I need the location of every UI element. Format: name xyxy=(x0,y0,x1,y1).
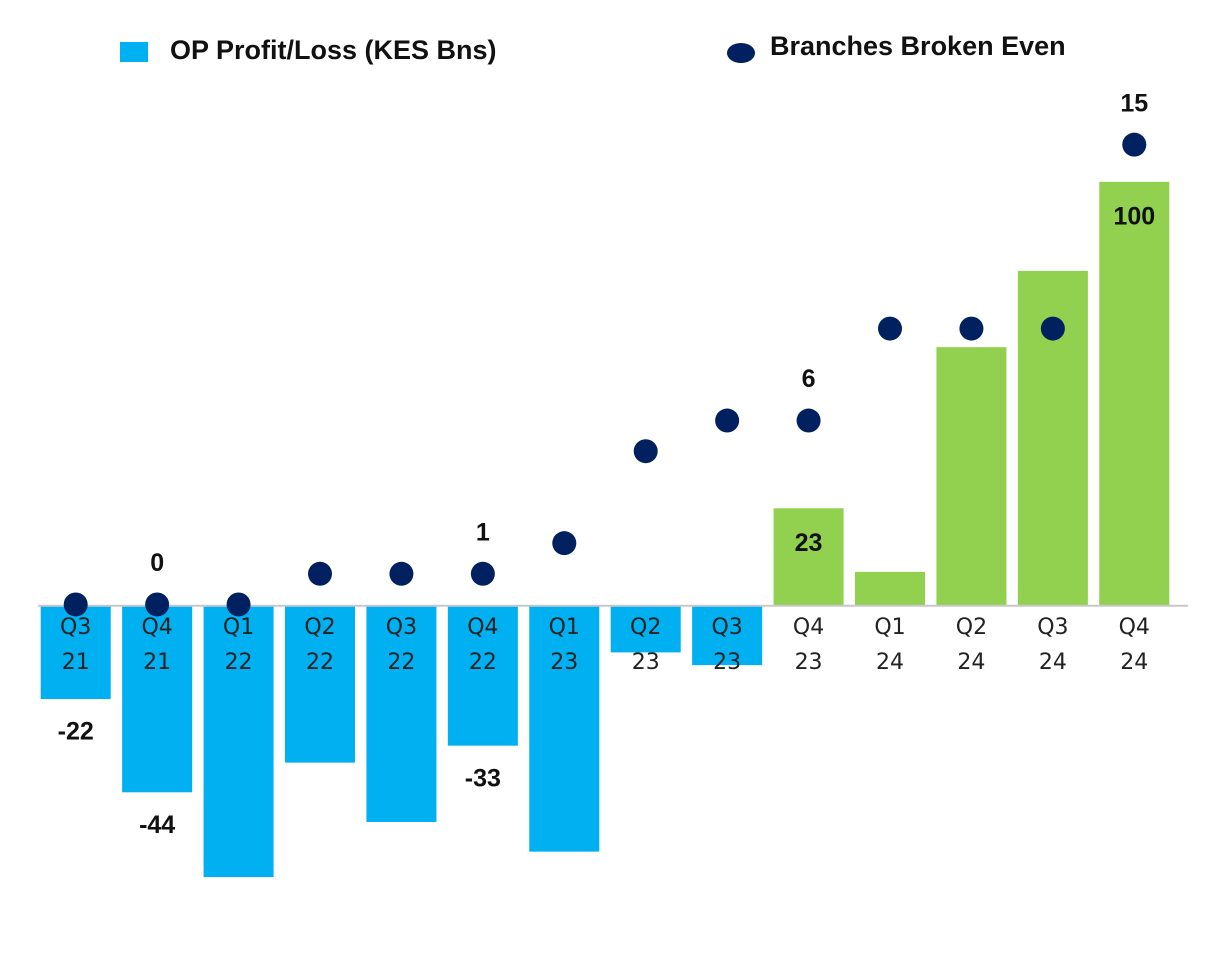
dot xyxy=(389,561,414,586)
x-tick-label: Q3 24 xyxy=(1037,615,1068,675)
data-label: 100 xyxy=(1113,202,1155,230)
legend-swatch xyxy=(120,42,148,62)
data-label: 0 xyxy=(150,549,164,577)
data-label: 1 xyxy=(476,518,490,546)
dot xyxy=(552,531,577,556)
data-label: 15 xyxy=(1120,89,1148,117)
x-tick-label: Q1 24 xyxy=(874,615,905,675)
bar xyxy=(122,605,193,793)
dot xyxy=(470,561,495,586)
bar xyxy=(1099,181,1170,606)
data-label: -44 xyxy=(139,811,175,839)
legend-label: OP Profit/Loss (KES Bns) xyxy=(170,35,497,65)
x-tick-label: Q2 22 xyxy=(304,615,335,675)
bar xyxy=(529,605,600,852)
x-tick-label: Q4 22 xyxy=(467,615,498,675)
dot xyxy=(308,561,332,586)
bar xyxy=(936,347,1007,606)
bar xyxy=(40,605,111,700)
bar xyxy=(366,605,437,822)
dot xyxy=(63,592,88,617)
x-tick-label: Q3 23 xyxy=(711,615,742,675)
dot xyxy=(226,592,251,617)
x-tick-label: Q2 23 xyxy=(630,615,661,675)
dot xyxy=(1122,132,1147,157)
data-label: -22 xyxy=(58,718,94,746)
data-label: 6 xyxy=(802,365,816,393)
x-tick-label: Q3 21 xyxy=(60,615,91,675)
x-tick-label: Q3 22 xyxy=(386,615,417,675)
data-label: -33 xyxy=(465,764,501,792)
bar xyxy=(692,605,763,666)
bar xyxy=(773,508,844,606)
data-label: 23 xyxy=(795,529,823,557)
dot xyxy=(145,592,170,617)
dot xyxy=(633,439,658,464)
dot xyxy=(878,316,902,341)
dot xyxy=(1040,316,1065,341)
x-tick-label: Q2 24 xyxy=(956,615,987,675)
bar xyxy=(610,605,681,653)
dot xyxy=(959,316,984,341)
x-tick-label: Q1 22 xyxy=(223,615,254,675)
bar xyxy=(284,605,356,763)
bar xyxy=(447,605,518,746)
bar xyxy=(854,571,926,606)
dot xyxy=(796,408,821,433)
dot xyxy=(715,408,740,433)
x-tick-label: Q4 24 xyxy=(1119,615,1150,675)
x-tick-label: Q1 23 xyxy=(549,615,580,675)
legend-swatch xyxy=(727,43,755,63)
x-tick-label: Q4 21 xyxy=(141,615,172,675)
x-tick-label: Q4 23 xyxy=(793,615,824,675)
legend-label: Branches Broken Even xyxy=(770,31,1066,61)
bar xyxy=(203,605,274,878)
